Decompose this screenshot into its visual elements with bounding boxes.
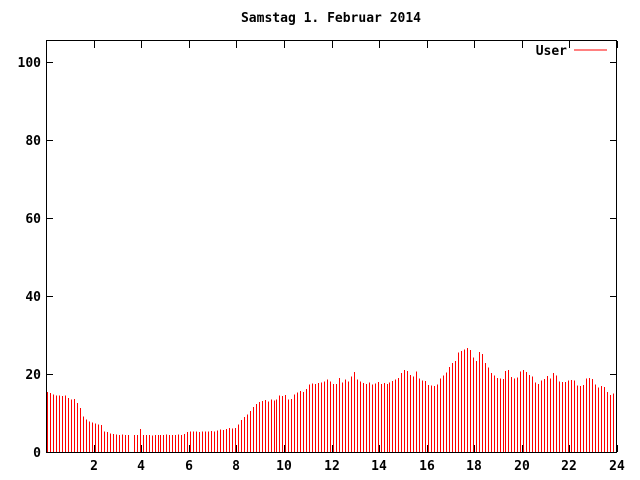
- x-tick-label: 12: [324, 459, 340, 474]
- x-tick-label: 10: [276, 459, 292, 474]
- y-tick-label: 60: [25, 212, 41, 227]
- chart-title: Samstag 1. Februar 2014: [241, 11, 421, 26]
- y-tick-label: 100: [18, 56, 42, 71]
- axis-ticks: [46, 41, 618, 453]
- legend-label: User: [536, 44, 567, 59]
- x-tick-label: 4: [137, 459, 145, 474]
- plot-border: [46, 40, 617, 453]
- x-tick-label: 6: [185, 459, 193, 474]
- y-tick-label: 40: [25, 290, 41, 305]
- x-tick-label: 20: [514, 459, 530, 474]
- x-tick-label: 8: [232, 459, 240, 474]
- x-tick-label: 18: [466, 459, 482, 474]
- y-tick-label: 0: [33, 446, 41, 461]
- y-tick-label: 80: [25, 134, 41, 149]
- x-tick-label: 24: [609, 459, 625, 474]
- legend: User: [536, 44, 607, 59]
- y-tick-label: 20: [25, 368, 41, 383]
- x-tick-label: 16: [419, 459, 435, 474]
- x-tick-label: 14: [371, 459, 387, 474]
- x-tick-label: 22: [561, 459, 577, 474]
- x-tick-label: 2: [90, 459, 98, 474]
